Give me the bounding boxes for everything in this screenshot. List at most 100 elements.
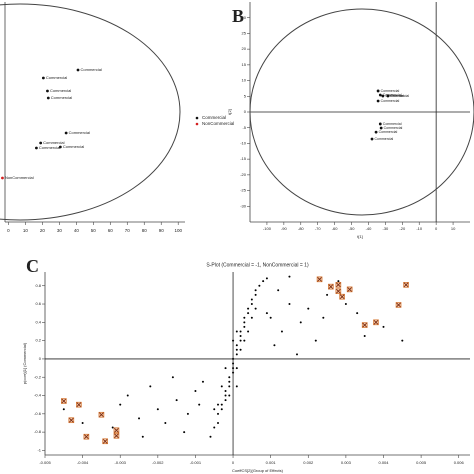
x-tick-label: 0.005 (416, 460, 427, 465)
highlight-point (396, 302, 401, 308)
point-label: Commercial (379, 130, 398, 134)
x-tick-label: -80 (298, 226, 305, 231)
point-label: Commercial (43, 140, 64, 145)
x-tick-label: 0 (7, 228, 10, 233)
x-tick-label: -40 (366, 226, 373, 231)
point (326, 293, 329, 296)
point (235, 353, 238, 356)
point (224, 394, 227, 397)
point (217, 421, 220, 424)
y-tick-label: 10 (242, 78, 247, 83)
point (381, 94, 385, 98)
y-tick-label: -0.2 (34, 374, 42, 379)
point-label: Commercial (383, 93, 402, 97)
point (235, 348, 238, 351)
point-label: Commercial (390, 94, 409, 98)
point (58, 145, 62, 149)
point (46, 96, 50, 100)
legend-label: Commercial (202, 115, 226, 120)
x-tick-label: 10 (451, 226, 456, 231)
point (232, 357, 235, 360)
point-label: Commercial (384, 126, 403, 130)
point-label: Commercial (51, 95, 72, 100)
x-tick-label: 20 (40, 228, 46, 233)
x-tick-label: 30 (57, 228, 63, 233)
confidence-ellipse (0, 3, 181, 221)
y-tick-label: 0.2 (35, 338, 41, 343)
legend-marker (195, 116, 199, 120)
point (299, 321, 302, 324)
x-tick-label: 0.002 (303, 460, 314, 465)
y-axis-label: t[2] (227, 109, 232, 115)
x-tick-label: 0.003 (341, 460, 352, 465)
point (138, 417, 141, 420)
point (243, 339, 246, 342)
x-tick-label: -0.004 (77, 460, 89, 465)
y-tick-label: -20 (240, 172, 247, 177)
x-tick-label: 60 (108, 228, 114, 233)
point-label: Commercial (50, 88, 71, 93)
point-label: Commercial (381, 99, 400, 103)
point (224, 399, 227, 402)
point (35, 146, 38, 150)
point (224, 367, 227, 370)
point (273, 344, 276, 347)
point (307, 307, 310, 310)
point (374, 130, 378, 134)
point (247, 312, 250, 315)
y-tick-label: 5 (244, 93, 247, 98)
point (141, 435, 144, 438)
point-label: NonCommercial (5, 175, 34, 180)
highlight-point (69, 417, 74, 423)
point (235, 385, 238, 388)
panel-label: C (26, 256, 39, 276)
point (156, 408, 159, 411)
x-tick-label: 0 (435, 226, 438, 231)
point (277, 289, 280, 292)
x-tick-label: -0.003 (115, 460, 127, 465)
point (337, 280, 340, 283)
point (235, 344, 238, 347)
point (213, 426, 216, 429)
point (76, 68, 80, 72)
point (322, 316, 325, 319)
highlight-point (362, 322, 368, 328)
point (250, 298, 253, 301)
point (235, 330, 238, 333)
x-tick-label: 0.001 (266, 460, 277, 465)
point (186, 412, 189, 415)
highlight-point (114, 427, 119, 433)
point (220, 408, 223, 411)
point (232, 339, 235, 342)
x-tick-label: -50 (349, 226, 356, 231)
point (228, 394, 231, 397)
x-axis-label: t[1] (357, 234, 363, 239)
highlight-point (336, 282, 341, 288)
point (262, 280, 265, 283)
x-tick-label: 90 (159, 228, 165, 233)
highlight-point (99, 412, 104, 418)
x-tick-label: -0.001 (190, 460, 202, 465)
point-label: Commercial (383, 122, 402, 126)
point (243, 325, 246, 328)
point (228, 380, 231, 383)
x-tick-label: -0.005 (39, 460, 51, 465)
point (217, 403, 220, 406)
x-tick-label: 80 (142, 228, 148, 233)
x-tick-label: -60 (332, 226, 339, 231)
x-tick-label: 0 (232, 460, 235, 465)
point (239, 330, 242, 333)
point (183, 431, 186, 434)
y-axis-label: p(corr)[1] (Commercial) (22, 342, 27, 384)
point (247, 307, 250, 310)
point (201, 380, 204, 383)
point (265, 312, 268, 315)
point (239, 335, 242, 338)
x-tick-label: 100 (174, 228, 182, 233)
point (232, 371, 235, 374)
point (344, 303, 347, 306)
x-tick-label: -20 (399, 226, 406, 231)
point (250, 303, 253, 306)
y-tick-label: -0.8 (34, 429, 42, 434)
point (171, 376, 174, 379)
